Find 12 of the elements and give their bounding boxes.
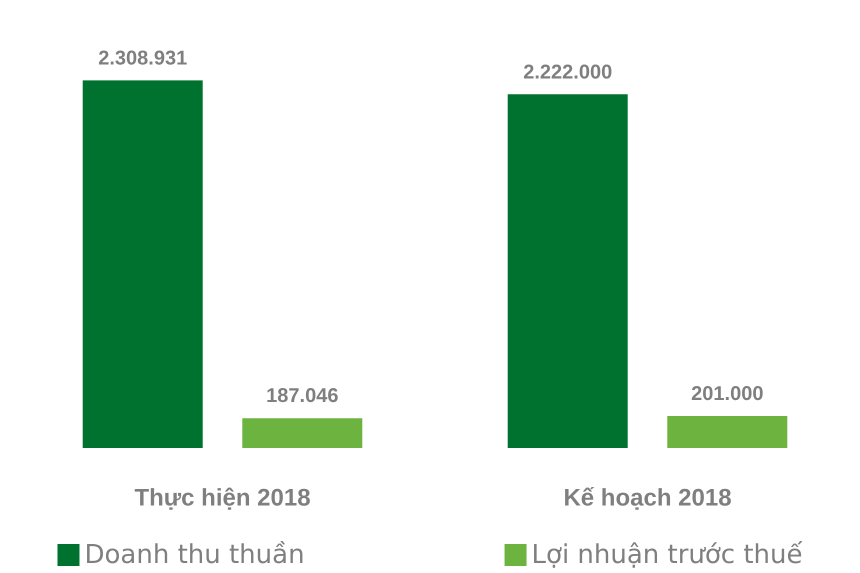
legend-label: Doanh thu thuần (84, 540, 305, 570)
data-label: 201.000 (691, 383, 764, 405)
data-label: 187.046 (266, 385, 338, 408)
data-label: 2.308.931 (98, 47, 188, 70)
bar (82, 80, 203, 448)
x-tick-label: Kế hoạch 2018 (563, 484, 732, 512)
x-tick-label: Thực hiện 2018 (134, 484, 311, 512)
data-label: 2.222.000 (523, 61, 612, 84)
bar (242, 418, 362, 448)
bar (667, 416, 788, 448)
legend-label: Lợi nhuận trước thuế (532, 540, 803, 570)
bar (508, 94, 628, 448)
